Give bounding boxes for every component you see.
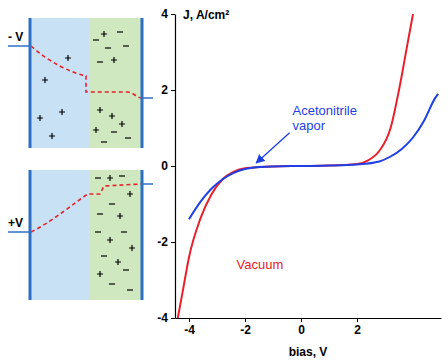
- axis-line: [175, 15, 176, 319]
- device-panel: - V: [8, 18, 153, 148]
- minus-charge: [97, 61, 103, 62]
- lead: [142, 97, 153, 99]
- plus-charge: [119, 121, 125, 127]
- plus-charge: [37, 115, 43, 121]
- tick-mark: [171, 242, 175, 243]
- tick: 0: [161, 159, 175, 173]
- plus-charge: [111, 57, 117, 63]
- tick-mark: [171, 90, 175, 91]
- figure: - V +V -4 -2 0 2 -4 -2 0 2 4 bias, V J, A/cm² Vacuum A…: [0, 0, 448, 363]
- series-label: Acetonitrilevapor: [293, 103, 357, 133]
- tick-mark: [171, 166, 175, 167]
- electrode: [29, 170, 32, 300]
- layer-blue: [30, 18, 90, 148]
- lead: [8, 45, 30, 47]
- plus-charge: [49, 133, 55, 139]
- tick-mark: [357, 318, 358, 322]
- tick: 0: [298, 318, 305, 337]
- plus-charge: [107, 237, 113, 243]
- tick-label: 4: [161, 7, 168, 21]
- bias-label: - V: [8, 30, 23, 44]
- minus-charge: [111, 131, 117, 132]
- x-axis-title: bias, V: [289, 345, 328, 359]
- tick-mark: [301, 318, 302, 322]
- tick-mark: [171, 14, 175, 15]
- minus-charge: [101, 141, 107, 142]
- potential-profile: [31, 184, 141, 232]
- layer-blue: [30, 170, 90, 300]
- plot-area: [178, 14, 438, 318]
- lead: [8, 231, 30, 233]
- tick-label: 0: [161, 159, 168, 173]
- tick: 2: [161, 83, 175, 97]
- lead: [142, 183, 153, 185]
- tick: 2: [354, 318, 361, 337]
- plus-charge: [97, 107, 103, 113]
- layer-green: [90, 170, 142, 300]
- series-line: [189, 94, 438, 219]
- electrode: [141, 18, 144, 148]
- tick-label: -4: [157, 311, 168, 325]
- minus-charge: [121, 231, 127, 232]
- plus-charge: [115, 259, 121, 265]
- x-axis: -4 -2 0 2: [176, 318, 442, 337]
- tick-label: 2: [161, 83, 168, 97]
- tick: -4: [184, 318, 195, 337]
- plus-charge: [127, 191, 133, 197]
- plus-charge: [59, 109, 65, 115]
- tick-label: -2: [157, 235, 168, 249]
- plus-charge: [109, 113, 115, 119]
- tick: -2: [157, 235, 175, 249]
- tick: -2: [240, 318, 251, 337]
- plus-charge: [129, 245, 135, 251]
- minus-charge: [101, 255, 107, 256]
- tick-mark: [171, 318, 175, 319]
- minus-charge: [105, 47, 111, 48]
- tick-mark: [245, 318, 246, 322]
- bias-label: +V: [8, 216, 23, 230]
- tick: 4: [161, 7, 175, 21]
- minus-charge: [95, 177, 101, 178]
- tick: -4: [157, 311, 175, 325]
- minus-charge: [109, 203, 115, 204]
- plus-charge: [101, 31, 107, 37]
- axis-line: [176, 318, 442, 319]
- minus-charge: [93, 39, 99, 40]
- electrode: [141, 170, 144, 300]
- device-panel: +V: [8, 170, 153, 300]
- diagrams: - V +V: [8, 18, 153, 300]
- plus-charge: [107, 175, 113, 181]
- minus-charge: [119, 175, 125, 176]
- plus-charge: [93, 127, 99, 133]
- minus-charge: [95, 231, 101, 232]
- plus-charge: [117, 213, 123, 219]
- arrow: [256, 133, 289, 163]
- electrode: [29, 18, 32, 148]
- minus-charge: [97, 213, 103, 214]
- minus-charge: [123, 45, 129, 46]
- tick-label: -2: [240, 323, 251, 337]
- potential-profile: [31, 46, 141, 98]
- minus-charge: [125, 137, 131, 138]
- minus-charge: [109, 283, 115, 284]
- tick-label: 2: [354, 323, 361, 337]
- layer-green: [90, 18, 142, 148]
- tick-label: -4: [184, 323, 195, 337]
- minus-charge: [117, 31, 123, 32]
- plus-charge: [42, 77, 48, 83]
- tick-mark: [189, 318, 190, 322]
- minus-charge: [127, 289, 133, 290]
- series-label: Vacuum: [237, 257, 284, 272]
- plus-charge: [65, 55, 71, 61]
- plus-charge: [97, 271, 103, 277]
- y-axis-title: J, A/cm²: [183, 8, 229, 22]
- minus-charge: [123, 269, 129, 270]
- y-axis: -4 -2 0 2 4: [157, 7, 175, 325]
- tick-label: 0: [298, 323, 305, 337]
